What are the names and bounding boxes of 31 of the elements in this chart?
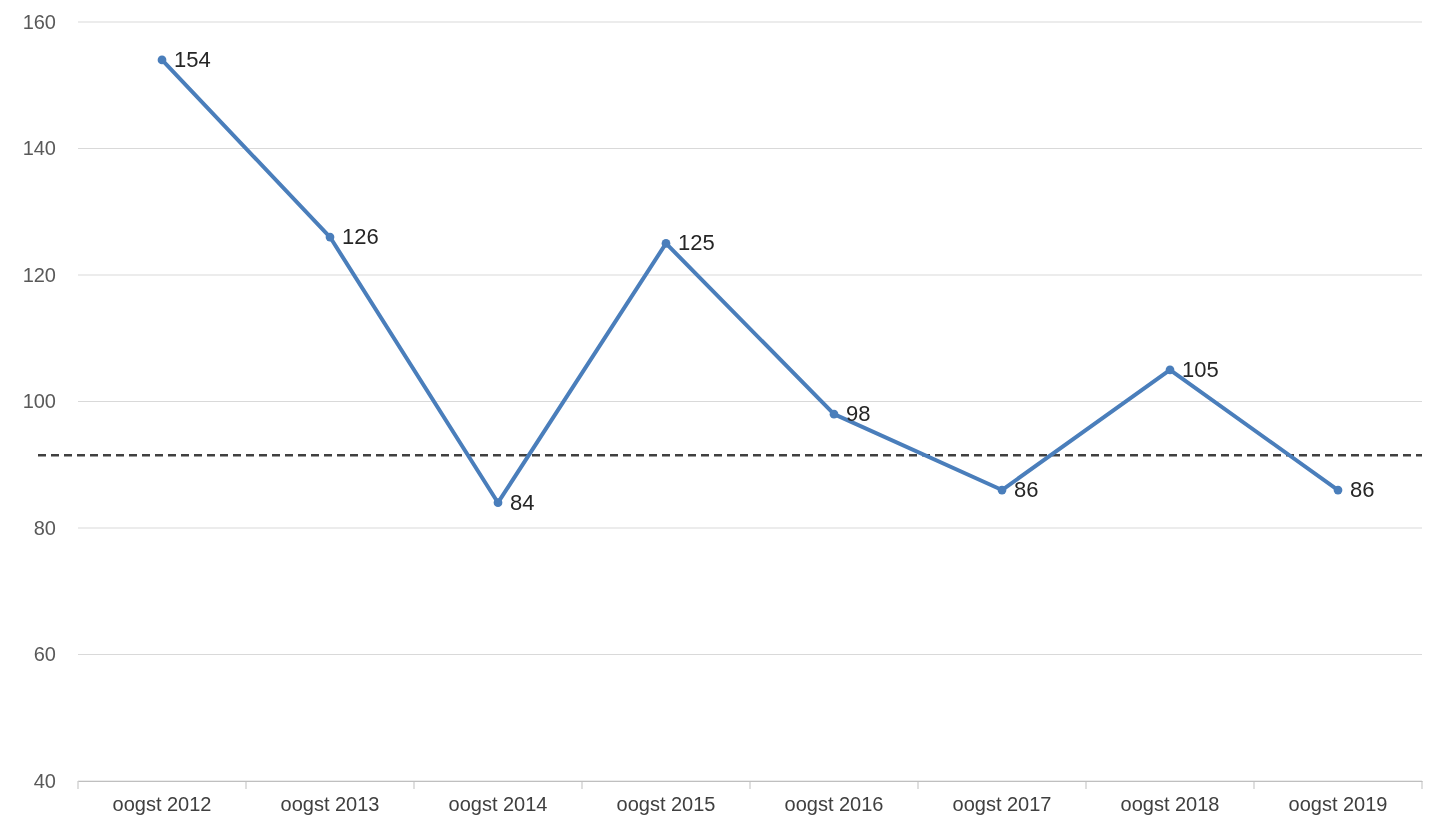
x-tick-label: oogst 2012 <box>112 793 212 816</box>
y-tick-label: 140 <box>22 137 56 160</box>
point <box>661 239 671 248</box>
y-tick-label: 60 <box>33 643 56 666</box>
x-tick-label: oogst 2014 <box>448 793 548 816</box>
point <box>493 498 503 508</box>
data-label: 154 <box>174 46 211 72</box>
x-tick-label: oogst 2019 <box>1288 793 1388 816</box>
point <box>325 232 335 242</box>
x-tick-label: oogst 2018 <box>1120 793 1220 816</box>
y-tick-label: 160 <box>22 10 56 33</box>
x-tick-label: oogst 2013 <box>280 793 380 816</box>
point <box>1165 365 1175 375</box>
data-label: 86 <box>1014 477 1039 503</box>
point <box>157 55 167 65</box>
data-label: 84 <box>510 489 535 515</box>
y-tick-label: 40 <box>33 769 56 792</box>
x-tick-label: oogst 2017 <box>952 793 1052 816</box>
point <box>1333 485 1343 495</box>
point <box>997 485 1007 495</box>
data-label: 126 <box>342 224 379 250</box>
y-tick-label: 80 <box>33 516 56 539</box>
x-tick-label: oogst 2015 <box>616 793 716 816</box>
data-label: 86 <box>1350 477 1375 503</box>
x-tick-label: oogst 2016 <box>784 793 884 816</box>
data-label: 125 <box>678 230 715 256</box>
data-label: 105 <box>1182 356 1219 382</box>
y-tick-label: 100 <box>22 390 56 413</box>
data-label: 98 <box>846 401 871 427</box>
y-tick-label: 120 <box>22 263 56 286</box>
point <box>829 409 839 419</box>
